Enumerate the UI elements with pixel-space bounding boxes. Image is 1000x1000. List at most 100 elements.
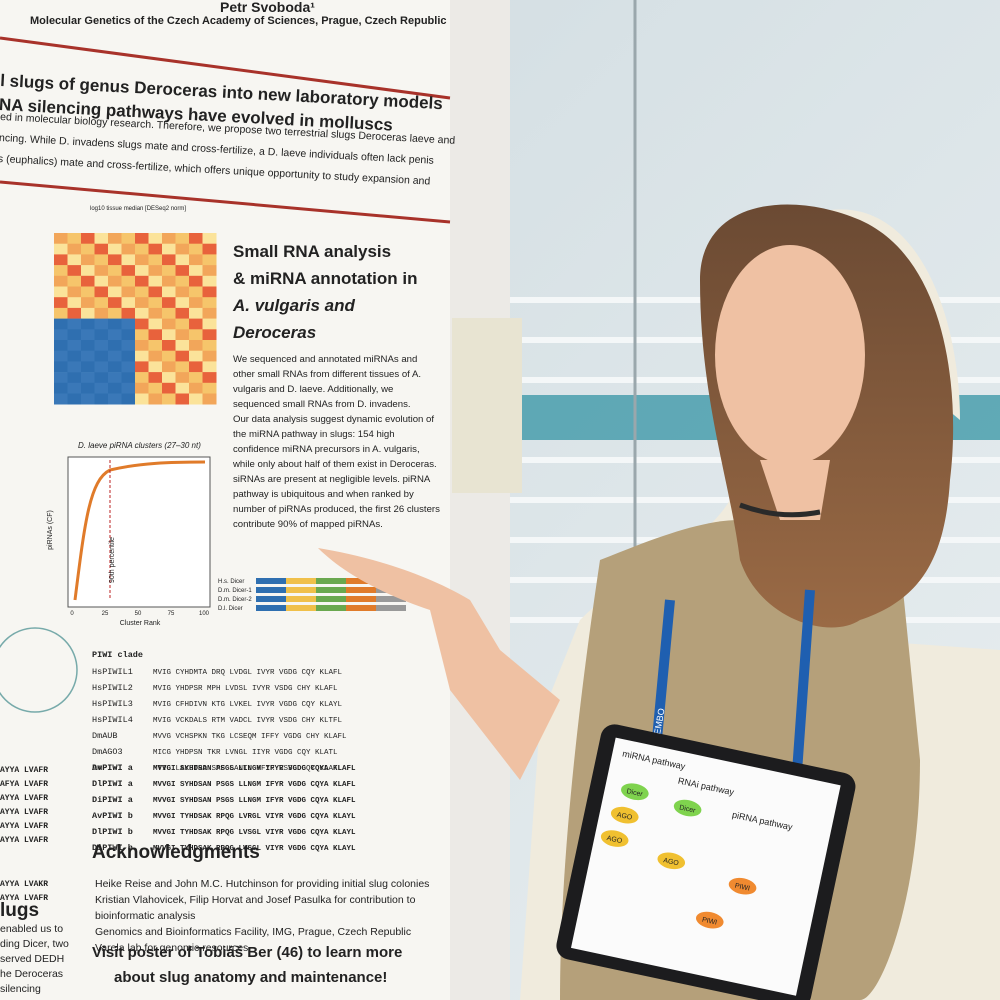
heatmap-cell [121,393,136,405]
section-title: & miRNA annotation in [233,269,417,288]
heatmap-cell [54,318,68,330]
heatmap-cell [175,307,190,319]
heatmap-cell [202,372,217,384]
alignment-seq: MTIG LAKSTRD SAF LANTL VFYR VSSG CQY KLA… [153,765,343,773]
heatmap-cell [175,265,190,277]
heatmap-cell [121,350,136,362]
heatmap-cell [94,233,109,244]
heatmap-cell [175,329,190,341]
domain-segment [316,578,346,584]
alignment-name: DmPIWI [92,763,123,773]
heatmap-cell [94,361,109,373]
tablet-screen [570,737,841,996]
heatmap-cell [121,265,136,277]
heatmap-cell [189,254,203,266]
heatmap-cell [67,361,82,373]
domain-segment [286,605,316,611]
heatmap-cell [54,340,68,351]
heatmap-cell [202,286,217,298]
heatmap-cell [148,350,163,362]
heatmap-cell [121,361,136,373]
heatmap-cell [94,382,109,394]
heatmap-cell [108,286,122,298]
heatmap-cell [108,297,122,309]
heatmap-cell [202,275,217,287]
ack-line: Varela lab for genomic resources [95,942,248,954]
alignment-name: HsPIWIL1 [92,667,133,677]
heatmap-cell [67,350,82,362]
protein-label: Dicer [626,788,644,798]
heatmap-cell [202,243,217,255]
heatmap-cell [81,318,95,330]
alignment-seq: MVVG VCHSPKN TKG LCSEQM IFFY VGDG CHY KL… [153,733,347,741]
heatmap-cell [54,286,68,298]
section-title: Small RNA analysis [233,242,391,261]
heatmap-cell [189,265,203,277]
heatmap-cell [94,265,109,277]
heatmap-cell [175,318,190,330]
heatmap-cell [121,372,136,384]
heatmap-cell [175,350,190,362]
heatmap-cell [81,243,95,255]
heatmap-cell [108,233,122,244]
alignment-fragment: AYYA LVAFR [0,794,48,803]
alignment-name: HsPIWIL2 [92,683,133,693]
heatmap-cell [54,243,68,255]
heatmap-cell [67,318,82,330]
heatmap-cell [135,340,149,351]
heatmap-cell [108,372,122,384]
side-line: silencing [0,983,41,995]
domain-segment [286,578,316,584]
side-line: he Deroceras [0,968,63,980]
domain-segment [316,596,346,602]
alignment-fragment: AYYA LVAFR [0,822,48,831]
heatmap-cell [189,318,203,330]
heatmap-cell [162,340,176,351]
heatmap-cell [81,297,95,309]
heatmap-cell [81,254,95,266]
heatmap-cell [121,233,136,244]
heatmap-cell [108,340,122,351]
heatmap-cell [189,286,203,298]
heatmap-cell [81,307,95,319]
protein-blob [610,806,639,824]
heatmap-cell [94,372,109,384]
rule [0,36,451,100]
alignment-seq: MVVGI TYHDSAK RPQG LVSGL VIYR VGDG CQYA … [153,829,356,837]
domain-segment [376,605,406,611]
heatmap-cell [202,318,217,330]
heatmap-cell [202,340,217,351]
circos [0,627,78,713]
heatmap-cell [54,275,68,287]
domain-segment [346,587,376,593]
heatmap-cell [202,297,217,309]
heatmap-cell [67,243,82,255]
heatmap-cell [67,340,82,351]
heatmap-cell [81,393,95,405]
heatmap-cell [148,329,163,341]
heatmap-cell [67,265,82,277]
domain-label: H.s. Dicer [218,579,244,585]
heatmap-cell [162,350,176,362]
alignment-name: AvPIWI a [92,763,133,773]
domain-segment [256,587,286,593]
heatmap-cell [108,393,122,405]
heatmap-cell [202,265,217,277]
heatmap [54,233,217,405]
alignment-name: HsPIWIL3 [92,699,133,709]
heatmap-cell [121,340,136,351]
heatmap-cell [175,340,190,351]
heatmap-cell [189,393,203,405]
heatmap-cell [175,275,190,287]
hand [318,548,560,780]
heatmap-cell [175,243,190,255]
heatmap-cell [148,254,163,266]
alignment-seq: MVIG VCKDALS RTM VADCL IVYR VSDG CHY KLT… [153,717,343,725]
heatmap-cell [148,233,163,244]
heatmap-cell [135,350,149,362]
domain-label: D.m. Dicer-1 [218,588,252,594]
heatmap-cell [162,318,176,330]
